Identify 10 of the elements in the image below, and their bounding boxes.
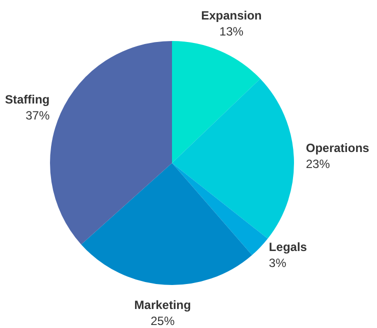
slice-label: Marketing [134, 298, 191, 312]
slice-label: Expansion [201, 8, 262, 22]
data-label: 37% [26, 108, 50, 123]
slice-label: Staffing [4, 92, 50, 107]
data-label: 13% [219, 24, 244, 38]
slice-label: Operations [306, 141, 370, 156]
data-label: 3% [268, 256, 287, 270]
data-label: 23% [306, 157, 330, 172]
slice-label: Legals [268, 240, 308, 254]
data-label: 25% [150, 314, 175, 328]
